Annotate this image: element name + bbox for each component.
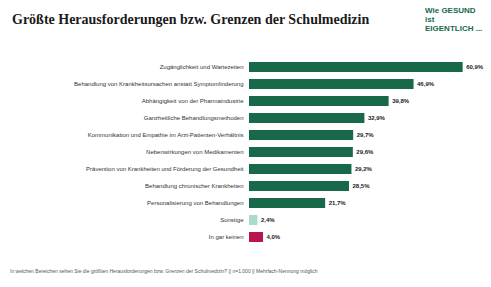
svg-text:Zugänglichkeit und Wartezeiten: Zugänglichkeit und Wartezeiten (160, 64, 244, 70)
svg-text:60,9%: 60,9% (466, 64, 484, 70)
html-text:In welchen Bereichen sehen Sie: In welchen Bereichen sehen Sie die größt… (10, 268, 318, 274)
svg-text:4,0%: 4,0% (267, 234, 281, 240)
svg-text:Prävention von Krankheiten und: Prävention von Krankheiten und Förderung… (86, 166, 244, 172)
svg-text:Abhängigkeit von der Pharmaind: Abhängigkeit von der Pharmaindustrie (142, 98, 244, 104)
svg-text:29,6%: 29,6% (356, 149, 374, 155)
svg-text:Behandlung chronischer Krankhe: Behandlung chronischer Krankheiten (145, 183, 243, 189)
svg-text:2,4%: 2,4% (261, 217, 275, 223)
svg-text:Personalisierung von Behandlun: Personalisierung von Behandlungen (147, 200, 243, 206)
svg-text:29,7%: 29,7% (357, 132, 375, 138)
svg-text:Sonstige: Sonstige (220, 217, 244, 223)
svg-text:Kommunikation und Empathie im: Kommunikation und Empathie im Arzt-Patie… (88, 132, 244, 138)
svg-text:28,5%: 28,5% (352, 183, 370, 189)
svg-text:46,9%: 46,9% (417, 81, 435, 87)
svg-text:29,2%: 29,2% (355, 166, 373, 172)
svg-text:Nebenwirkungen von Medikamente: Nebenwirkungen von Medikamenten (146, 149, 243, 155)
html-text:Wie GESUND ist EIGENTLICH ...: Wie GESUND ist EIGENTLICH ... (425, 6, 483, 33)
svg-text:Ganzheitliche Behandlungsmetho: Ganzheitliche Behandlungsmethoden (144, 115, 244, 121)
svg-text:In gar keinen: In gar keinen (209, 234, 244, 240)
html-text:Größte Herausforderungen bzw.: Größte Herausforderungen bzw. Grenzen de… (12, 12, 370, 27)
svg-text:Behandlung von Krankheitsursac: Behandlung von Krankheitsursachen anstat… (74, 81, 243, 87)
svg-text:39,8%: 39,8% (392, 98, 410, 104)
svg-text:32,9%: 32,9% (368, 115, 386, 121)
svg-text:21,7%: 21,7% (329, 200, 347, 206)
